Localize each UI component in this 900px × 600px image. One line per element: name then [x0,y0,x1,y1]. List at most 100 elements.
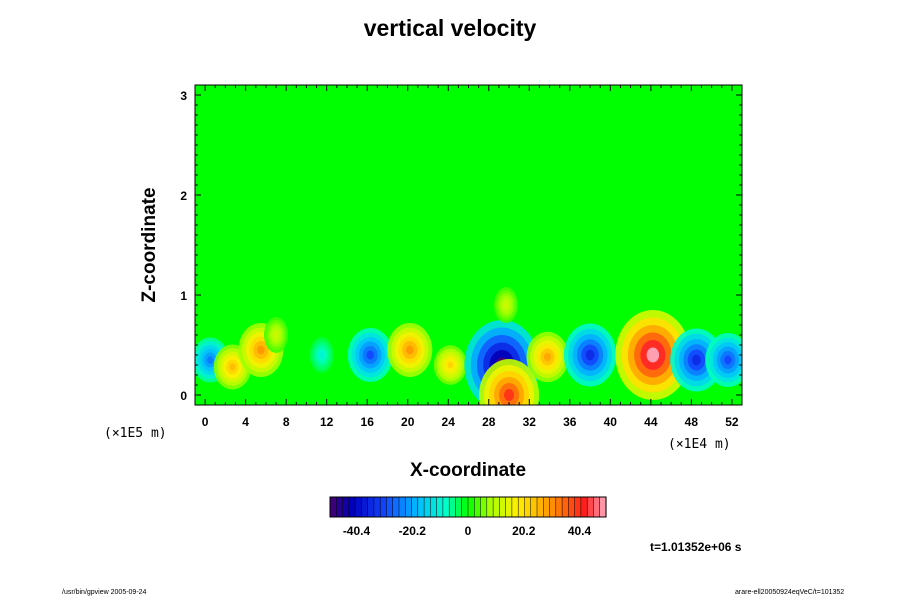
colorbar-swatch [348,496,356,518]
field-feature [433,345,467,385]
colorbar-swatch [342,496,350,518]
field-feature [387,323,433,377]
colorbar-swatch [555,496,563,518]
colorbar-swatch [336,496,344,518]
contour-level [503,302,508,308]
colorbar-swatch [580,496,588,518]
contour-level [724,355,732,365]
contour-level [207,356,214,364]
x-tick-label: 48 [685,415,699,429]
colorbar-tick-label: 0 [465,524,472,538]
footer-left-text: /usr/bin/gpview 2005-09-24 [62,589,147,596]
colorbar-tick-label: 20.2 [512,524,536,538]
contour-level [692,354,701,366]
y-tick-label: 3 [180,89,187,103]
colorbar-swatch [467,496,475,518]
x-tick-label: 24 [442,415,456,429]
x-tick-label: 4 [242,415,249,429]
colorbar-swatch [329,496,337,518]
contour-level [405,345,414,355]
field-feature [615,310,691,400]
x-tick-label: 8 [283,415,290,429]
colorbar-swatch [386,496,394,518]
x-tick-label: 44 [644,415,658,429]
contour-level [366,350,374,360]
colorbar-swatch [361,496,369,518]
x-tick-label: 20 [401,415,415,429]
colorbar-swatch [524,496,532,518]
colorbar-swatch [373,496,381,518]
contour-level [257,345,265,355]
contour-level [229,363,236,371]
colorbar-swatch [423,496,431,518]
colorbar-swatch [455,496,463,518]
x-tick-label: 16 [361,415,375,429]
y-tick-label: 2 [180,189,187,203]
time-annotation: t=1.01352e+06 s [650,540,742,554]
x-tick-label: 0 [202,415,209,429]
colorbar-swatch [430,496,438,518]
contour-level [646,347,660,363]
colorbar-swatch [530,496,538,518]
colorbar-swatch [379,496,388,518]
colorbar-swatch [505,496,513,518]
x-tick-label: 40 [604,415,618,429]
field-feature [493,287,518,323]
colorbar-swatch [461,496,469,518]
colorbar-swatch [568,496,576,518]
colorbar-swatch [586,496,595,518]
contour-level [274,332,279,338]
colorbar-swatch [392,496,400,518]
colorbar-swatch [474,496,482,518]
colorbar-swatch [574,496,582,518]
colorbar-swatch [354,496,362,518]
colorbar-swatch [448,496,457,518]
colorbar-swatch [480,496,488,518]
field-feature [705,333,742,387]
x-tick-label: 52 [725,415,739,429]
contour-level [447,361,454,369]
colorbar-swatch [536,496,544,518]
colorbar-swatch [499,496,507,518]
contour-level [544,352,552,362]
x-tick-label: 28 [482,415,496,429]
x-axis-label: X-coordinate [409,460,527,481]
field-feature [670,328,723,392]
field-features [195,287,742,405]
colorbar-swatch [442,496,450,518]
x-axis-unit: (×1E4 m) [668,437,731,452]
field-feature [347,328,393,382]
chart-title: vertical velocity [363,15,537,41]
colorbar-swatch [398,496,406,518]
colorbar-swatch [511,496,519,518]
colorbar-swatch [492,496,500,518]
x-tick-label: 32 [523,415,537,429]
colorbar-swatch [436,496,444,518]
colorbar-swatch [561,496,569,518]
colorbar-tick-label: -40.4 [343,524,371,538]
colorbar-swatch [486,496,494,518]
colorbar [329,496,607,518]
y-tick-label: 0 [180,389,187,403]
colorbar-tick-label: 40.4 [568,524,592,538]
field-feature [563,323,617,387]
colorbar-swatch [417,496,425,518]
field-feature [264,317,289,353]
colorbar-swatch [367,496,375,518]
contour-level [504,389,515,401]
footer-right-text: arare-ell20050924eqVeC/t=101352 [735,589,845,596]
colorbar-swatch [549,496,557,518]
z-axis-unit: (×1E5 m) [104,426,167,441]
colorbar-swatch [543,496,551,518]
colorbar-swatch [411,496,419,518]
x-tick-label: 12 [320,415,334,429]
colorbar-swatch [599,496,607,518]
colorbar-swatch [517,496,526,518]
field-feature [479,359,540,405]
field-feature [309,337,334,373]
colorbar-tick-label: -20.2 [399,524,427,538]
colorbar-frame [329,496,607,518]
field-feature [526,331,569,383]
x-tick-label: 36 [563,415,577,429]
